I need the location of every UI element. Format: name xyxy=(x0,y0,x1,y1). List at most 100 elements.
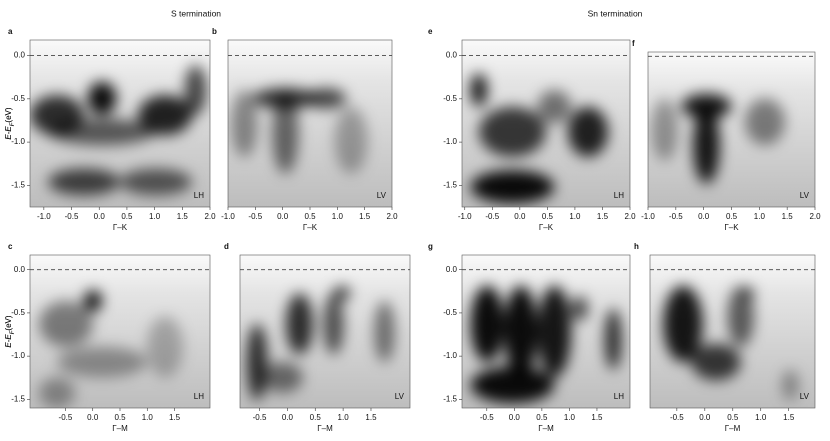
y-tick-label: -1.5 xyxy=(443,394,457,403)
intensity-blob xyxy=(334,106,368,174)
x-tick-label: 0.0 xyxy=(509,413,521,422)
intensity-blob xyxy=(39,300,93,347)
x-tick-label: 0.0 xyxy=(514,212,526,221)
y-tick-label: -0.5 xyxy=(11,308,25,317)
arpes-image xyxy=(648,52,815,207)
x-tick-label: -1.0 xyxy=(641,212,655,221)
y-tick-label: -1.0 xyxy=(443,351,457,360)
intensity-blob xyxy=(57,346,147,378)
x-tick-label: -0.5 xyxy=(253,413,267,422)
header: S termination xyxy=(171,8,221,18)
intensity-blob xyxy=(537,285,572,378)
panel-label: h xyxy=(634,242,639,251)
y-axis-label-sub: F xyxy=(10,122,16,126)
x-tick-label: 1.0 xyxy=(332,212,344,221)
x-tick-label: -1.0 xyxy=(37,212,51,221)
x-tick-label: 1.5 xyxy=(591,413,603,422)
intensity-blob xyxy=(231,90,258,157)
intensity-blob xyxy=(138,95,192,136)
panel: -0.5 0.0 0.5 1.0 1.5 Γ–M h LV xyxy=(634,242,816,433)
intensity xyxy=(246,285,395,401)
x-tick-label: 0.5 xyxy=(310,413,322,422)
y-axis-label-sub: F xyxy=(10,122,16,126)
y-tick-label: -1.5 xyxy=(11,180,25,189)
x-tick-label: 1.0 xyxy=(338,413,350,422)
panel: -1.0 -0.5 0.0 0.5 1.0 1.5 2.0 0.0 -0.5 -1.0 -1.5 Γ–… xyxy=(4,27,216,232)
x-tick-label: 0.0 xyxy=(94,212,106,221)
intensity xyxy=(39,290,183,408)
x-axis-label: Γ–M xyxy=(725,424,741,433)
y-axis-label: E-EF(eV) xyxy=(4,107,15,139)
intensity-blob xyxy=(691,343,741,381)
x-tick-label: -1.0 xyxy=(221,212,235,221)
intensity xyxy=(231,88,368,174)
y-axis-label-unit: (eV) xyxy=(4,107,13,122)
y-tick-label: 0.0 xyxy=(446,265,458,274)
x-tick-label: 1.5 xyxy=(597,212,609,221)
frame xyxy=(239,254,411,409)
y-tick-label: -1.5 xyxy=(11,394,25,403)
intensity-blob xyxy=(478,106,546,157)
intensity-blob xyxy=(693,106,720,184)
intensity-blob xyxy=(651,98,679,161)
polarization-label: LH xyxy=(614,392,624,401)
y-tick-label: -0.5 xyxy=(443,308,457,317)
y-axis-label: E-EF(eV) xyxy=(4,315,15,347)
x-tick-label: 1.0 xyxy=(569,212,581,221)
header: Sn termination xyxy=(588,8,643,18)
x-tick-label: 0.5 xyxy=(727,413,739,422)
x-tick-label: 0.5 xyxy=(121,212,133,221)
x-tick-label: -0.5 xyxy=(485,212,499,221)
intensity-blob xyxy=(782,369,799,401)
intensity-blob xyxy=(604,308,622,370)
intensity xyxy=(470,73,609,204)
intensity xyxy=(651,93,785,184)
x-tick-label: -0.5 xyxy=(65,212,79,221)
intensity-blob xyxy=(246,323,268,401)
intensity-blob xyxy=(262,362,303,393)
y-axis-label: E-EF(eV) xyxy=(4,315,15,347)
y-axis-label-unit: (eV) xyxy=(4,315,13,330)
x-tick-label: 2.0 xyxy=(386,212,398,221)
intensity xyxy=(30,65,207,196)
x-tick-label: 0.0 xyxy=(698,212,710,221)
x-tick-label: 0.5 xyxy=(114,413,126,422)
intensity-blob xyxy=(272,90,299,174)
x-tick-label: 0.0 xyxy=(87,413,99,422)
x-tick-label: 1.5 xyxy=(177,212,189,221)
polarization-label: LV xyxy=(395,392,405,401)
x-tick-label: 1.0 xyxy=(755,413,767,422)
intensity-blob xyxy=(87,81,117,116)
polarization-label: LV xyxy=(800,191,810,200)
y-axis-label-unit: (eV) xyxy=(4,107,13,122)
panel-label: f xyxy=(632,39,635,48)
x-tick-label: 0.5 xyxy=(536,413,548,422)
x-tick-label: 1.5 xyxy=(365,413,377,422)
intensity-blob xyxy=(663,285,703,363)
x-axis-label: Γ–K xyxy=(724,223,739,232)
intensity xyxy=(470,285,622,404)
x-axis-label: Γ–K xyxy=(539,223,554,232)
intensity-blob xyxy=(39,377,75,408)
y-axis-label-main: E-E xyxy=(4,334,13,348)
intensity-blob xyxy=(147,316,183,378)
y-tick-label: 0.0 xyxy=(446,51,458,60)
intensity-blob xyxy=(48,168,120,196)
y-axis-label-main: E-E xyxy=(4,126,13,140)
x-tick-label: 1.0 xyxy=(564,413,576,422)
x-axis-label: Γ–M xyxy=(112,424,128,433)
x-tick-label: -0.5 xyxy=(670,413,684,422)
x-tick-label: 2.0 xyxy=(204,212,216,221)
x-tick-label: 2.0 xyxy=(624,212,636,221)
panel-label: c xyxy=(8,242,13,251)
panel: -0.5 0.0 0.5 1.0 1.5 0.0 -0.5 -1.0 -1.5 Γ–M E-EF(e… xyxy=(4,242,211,433)
polarization-label: LH xyxy=(194,392,204,401)
x-tick-label: -0.5 xyxy=(59,413,73,422)
polarization-label: LV xyxy=(377,191,387,200)
intensity-blob xyxy=(744,287,754,300)
panel-label: d xyxy=(224,242,229,251)
frame xyxy=(461,39,631,208)
x-tick-label: 0.5 xyxy=(726,212,738,221)
polarization-label: LH xyxy=(614,191,624,200)
panel-label: e xyxy=(428,27,433,36)
